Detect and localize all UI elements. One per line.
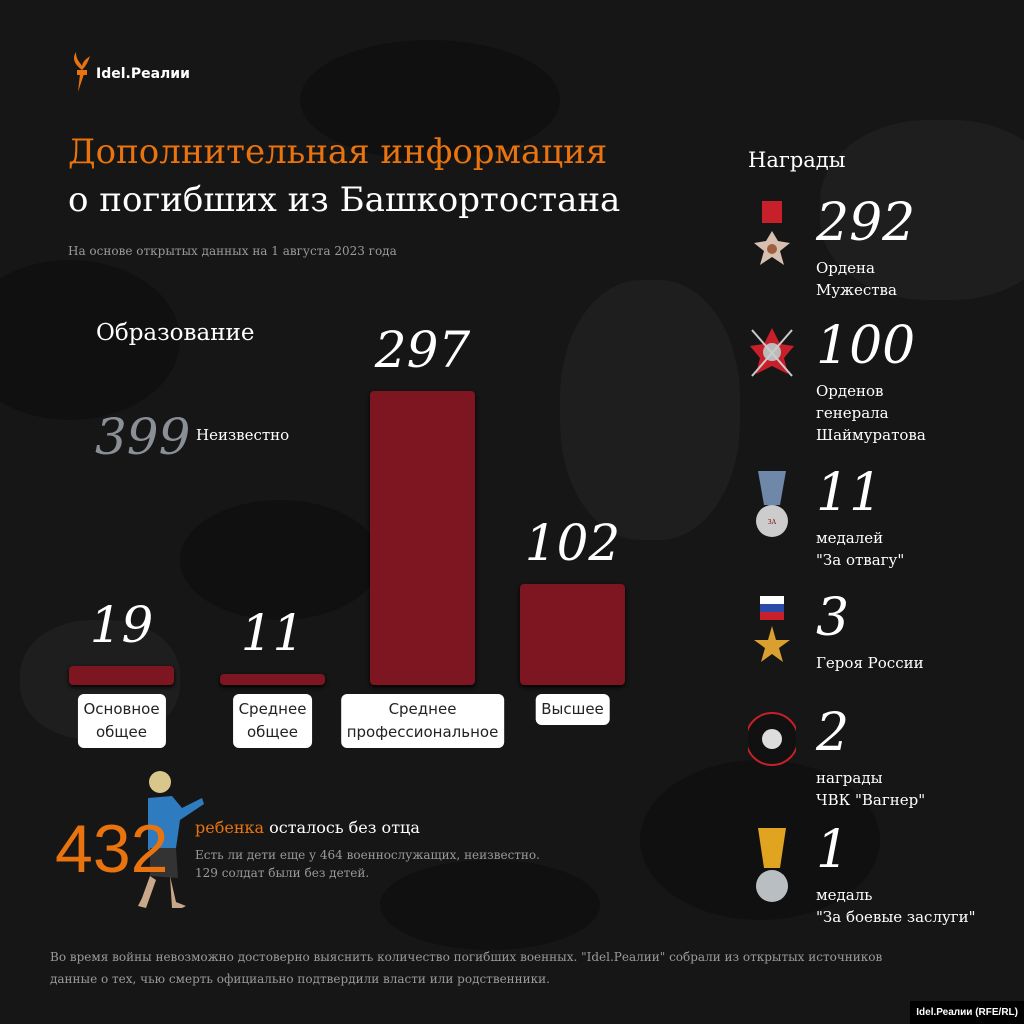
- award-label-line: медалей: [816, 529, 884, 547]
- bar: [370, 390, 475, 685]
- children-note: Есть ли дети еще у 464 военнослужащих, н…: [195, 846, 540, 882]
- award-count: 2: [816, 703, 850, 763]
- category-label-line: общее: [246, 723, 299, 741]
- subtitle: На основе открытых данных на 1 августа 2…: [68, 244, 397, 258]
- children-rest: осталось без отца: [264, 818, 420, 837]
- title-line2: о погибших из Башкортостана: [68, 180, 621, 220]
- award-label: Ордена Мужества: [816, 257, 897, 301]
- category-label-line: общее: [95, 723, 147, 741]
- wagner-badge-icon: [748, 712, 796, 766]
- category-label-line: Среднее: [238, 700, 307, 718]
- category-label-line: Высшее: [541, 700, 604, 718]
- category-label: Высшее: [535, 694, 610, 725]
- award-label: Героя России: [816, 652, 924, 674]
- education-heading: Образование: [96, 320, 255, 346]
- children-note-line2: 129 солдат были без детей.: [195, 866, 370, 880]
- award-label: награды ЧВК "Вагнер": [816, 767, 925, 811]
- order-shaimuratov-icon: [750, 328, 794, 377]
- footer-line1: Во время войны невозможно достоверно выя…: [50, 950, 883, 964]
- award-label: медаль "За боевые заслуги": [816, 884, 976, 928]
- bar: [69, 666, 174, 685]
- awards-heading: Награды: [748, 148, 846, 172]
- category-label: Среднее профессиональное: [340, 694, 505, 748]
- award-label: Орденов генерала Шаймуратова: [816, 380, 926, 446]
- footer-line2: данные о тех, чью смерть официально подт…: [50, 972, 550, 986]
- award-count: 3: [816, 588, 850, 648]
- bar-value-label: 102: [524, 514, 621, 573]
- credit: Idel.Реалии (RFE/RL): [910, 1001, 1024, 1024]
- award-label-line: Мужества: [816, 281, 897, 299]
- award-count: 11: [816, 463, 883, 523]
- category-label-line: Основное: [83, 700, 160, 718]
- footer-note: Во время войны невозможно достоверно выя…: [50, 946, 970, 990]
- unknown-value: 399: [95, 408, 191, 466]
- award-label-line: медаль: [816, 886, 873, 904]
- hero-of-russia-star-icon: [754, 596, 790, 662]
- category-label-line: Среднее: [388, 700, 457, 718]
- award-count: 1: [816, 820, 850, 880]
- award-label-line: "За отвагу": [816, 551, 905, 569]
- order-of-courage-icon: [754, 201, 790, 265]
- award-label-line: генерала: [816, 404, 889, 422]
- award-label-line: "За боевые заслуги": [816, 908, 976, 926]
- bar: [220, 674, 325, 685]
- children-number: 432: [55, 811, 169, 887]
- award-label-line: Шаймуратова: [816, 426, 926, 444]
- torch-logo-icon: [74, 52, 90, 92]
- award-label-line: Героя России: [816, 654, 924, 672]
- logo-text: Idel.Реалии: [96, 66, 190, 82]
- award-label-line: ЧВК "Вагнер": [816, 791, 926, 809]
- award-label-line: награды: [816, 769, 883, 787]
- award-label: медалей "За отвагу": [816, 527, 904, 571]
- children-highlight: ребенка: [195, 818, 265, 837]
- award-label-line: Орденов: [816, 382, 884, 400]
- category-label: Основное общее: [77, 694, 166, 748]
- bar: [520, 584, 625, 685]
- logo: Idel.Реалии: [70, 52, 190, 96]
- title-line1: Дополнительная информация: [68, 132, 608, 172]
- children-note-line1: Есть ли дети еще у 464 военнослужащих, н…: [195, 848, 540, 862]
- child-image: [138, 771, 204, 908]
- award-count: 100: [816, 316, 916, 376]
- unknown-label: Неизвестно: [196, 426, 290, 444]
- children-title: ребенка осталось без отца: [195, 818, 420, 837]
- category-label: Среднее общее: [232, 694, 313, 748]
- bar-value-label: 11: [240, 604, 305, 663]
- bar-value-label: 297: [374, 320, 471, 379]
- medal-for-courage-icon: ЗА: [756, 471, 788, 537]
- svg-text:ЗА: ЗА: [768, 519, 777, 526]
- bar-value-label: 19: [89, 596, 154, 655]
- category-label-line: профессиональное: [346, 723, 499, 741]
- medal-combat-merit-icon: [756, 828, 788, 902]
- award-count: 292: [816, 193, 916, 253]
- award-label-line: Ордена: [816, 259, 875, 277]
